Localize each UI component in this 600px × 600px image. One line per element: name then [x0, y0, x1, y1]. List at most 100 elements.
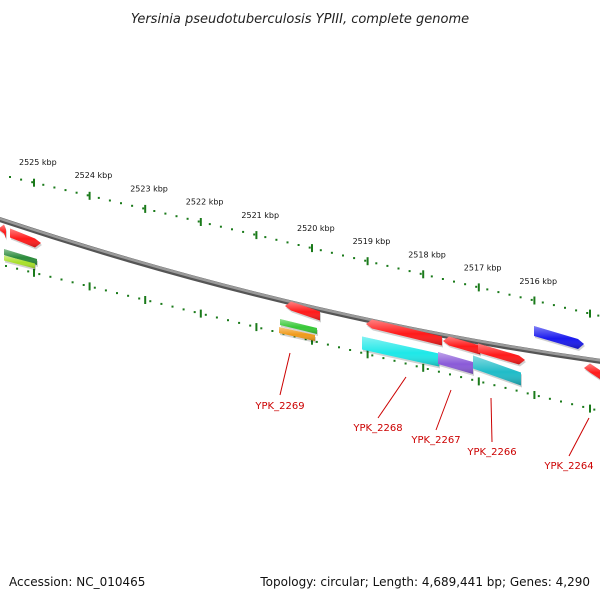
- kbp-tick-label: 2525 kbp: [19, 158, 57, 167]
- inner-minor-tick: [349, 349, 352, 351]
- outer-minor-tick: [430, 275, 433, 278]
- inner-minor-tick: [16, 267, 19, 270]
- outer-minor-tick: [142, 207, 145, 210]
- gene-callout-line: [377, 376, 407, 419]
- outer-minor-tick: [475, 285, 478, 288]
- inner-minor-tick: [82, 284, 85, 286]
- inner-minor-tick: [104, 289, 107, 292]
- inner-minor-tick: [204, 313, 207, 316]
- inner-minor-tick: [571, 403, 574, 406]
- outer-minor-tick: [153, 210, 156, 212]
- outer-minor-tick: [375, 262, 378, 265]
- gene-arrow[interactable]: [534, 326, 584, 349]
- kbp-tick-label: 2517 kbp: [464, 264, 502, 273]
- outer-minor-tick: [75, 191, 78, 194]
- outer-minor-tick: [386, 264, 389, 267]
- inner-minor-tick: [49, 275, 52, 278]
- inner-minor-tick: [171, 305, 174, 308]
- outer-minor-tick: [464, 283, 467, 286]
- inner-minor-tick: [116, 292, 118, 295]
- inner-minor-tick: [27, 270, 30, 273]
- outer-minor-tick: [497, 291, 500, 294]
- outer-minor-tick: [253, 233, 256, 236]
- inner-minor-tick: [249, 324, 252, 327]
- outer-minor-tick: [408, 270, 411, 273]
- inner-minor-tick: [449, 373, 451, 376]
- outer-minor-tick: [575, 309, 578, 312]
- kbp-tick-labels: 2525 kbp 2524 kbp 2523 kbp 2522 kbp 2521 kbp…: [19, 158, 557, 286]
- inner-minor-tick: [160, 302, 163, 305]
- gene-label[interactable]: YPK_2268: [352, 423, 402, 434]
- inner-minor-tick: [127, 294, 130, 297]
- outer-minor-tick: [242, 230, 245, 233]
- outer-minor-tick: [219, 225, 222, 228]
- inner-minor-tick: [326, 343, 329, 346]
- outer-minor-tick: [197, 220, 200, 223]
- outer-minor-tick: [308, 246, 311, 249]
- inner-minor-tick: [227, 319, 229, 322]
- kbp-tick-label: 2516 kbp: [519, 277, 557, 286]
- gene-label[interactable]: YPK_2266: [466, 447, 516, 458]
- outer-minor-tick: [541, 301, 544, 304]
- inner-minor-tick: [582, 405, 585, 408]
- inner-minor-tick: [271, 330, 274, 332]
- inner-minor-tick: [593, 408, 596, 411]
- outer-minor-tick: [131, 204, 134, 207]
- outer-tick-ring: [9, 176, 600, 318]
- topology-text: Topology: circular; Length: 4,689,441 bp…: [260, 575, 590, 589]
- outer-minor-tick: [419, 272, 422, 275]
- gene-callouts: YPK_2269 YPK_2268 YPK_2267 YPK_2266 YPK_2264: [254, 352, 594, 472]
- outer-minor-tick: [564, 306, 566, 309]
- inner-minor-tick: [560, 400, 562, 403]
- inner-minor-tick: [38, 273, 41, 276]
- outer-minor-tick: [364, 259, 367, 262]
- inner-minor-tick: [482, 381, 485, 384]
- gene-label[interactable]: YPK_2267: [410, 435, 460, 446]
- gene-label[interactable]: YPK_2264: [543, 461, 593, 472]
- inner-minor-tick: [60, 278, 63, 281]
- outer-minor-tick: [64, 189, 67, 192]
- outer-minor-tick: [264, 236, 267, 239]
- gene-label[interactable]: YPK_2269: [254, 401, 304, 412]
- inner-minor-tick: [193, 311, 196, 314]
- kbp-tick-label: 2518 kbp: [408, 250, 446, 259]
- inner-minor-tick: [315, 340, 318, 343]
- outer-minor-tick: [9, 176, 11, 178]
- outer-minor-tick: [97, 196, 100, 199]
- outer-minor-tick: [453, 280, 455, 283]
- outer-minor-tick: [231, 228, 233, 231]
- inner-minor-tick: [393, 359, 396, 362]
- inner-minor-tick: [238, 321, 241, 324]
- outer-minor-tick: [397, 267, 400, 270]
- accession-text: Accession: NC_010465: [9, 575, 146, 589]
- gene-callout-line: [490, 397, 493, 443]
- kbp-tick-label: 2519 kbp: [353, 237, 391, 246]
- gene-callout-line: [568, 417, 590, 457]
- outer-minor-tick: [342, 254, 344, 257]
- outer-minor-tick: [186, 217, 189, 220]
- inner-minor-tick: [149, 300, 152, 303]
- outer-minor-tick: [552, 304, 555, 307]
- outer-minor-tick: [330, 251, 333, 254]
- inner-minor-tick: [515, 389, 518, 392]
- outer-minor-tick: [120, 202, 122, 205]
- outer-minor-tick: [286, 241, 289, 244]
- outer-minor-tick: [586, 312, 589, 314]
- inner-minor-tick: [93, 286, 96, 289]
- inner-minor-tick: [437, 370, 440, 373]
- outer-minor-tick: [519, 296, 522, 299]
- outer-minor-tick: [208, 223, 211, 226]
- map-title: Yersinia pseudotuberculosis YPIII, compl…: [131, 12, 469, 27]
- inner-minor-tick: [460, 376, 463, 379]
- inner-minor-tick: [426, 368, 429, 370]
- kbp-tick-label: 2523 kbp: [130, 184, 168, 193]
- outer-minor-tick: [31, 181, 34, 184]
- outer-minor-tick: [175, 215, 178, 218]
- inner-minor-tick: [526, 392, 529, 395]
- inner-minor-tick: [71, 281, 74, 284]
- inner-minor-tick: [338, 346, 340, 349]
- outer-minor-tick: [353, 257, 356, 260]
- outer-minor-tick: [441, 278, 444, 280]
- kbp-tick-label: 2524 kbp: [75, 171, 113, 180]
